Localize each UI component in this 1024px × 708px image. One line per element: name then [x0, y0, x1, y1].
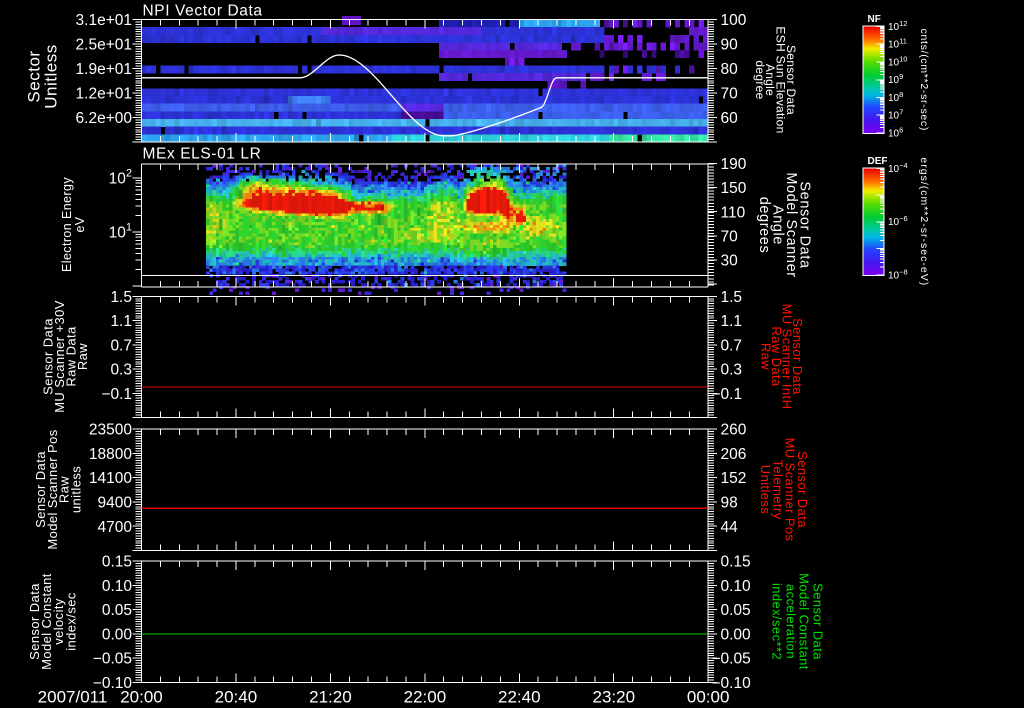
- svg-text:1.5: 1.5: [110, 289, 132, 306]
- svg-text:Sensor Data: Sensor Data: [784, 45, 798, 115]
- svg-text:0.7: 0.7: [110, 337, 132, 354]
- svg-text:60: 60: [721, 110, 739, 127]
- svg-text:20:00: 20:00: [120, 688, 163, 707]
- svg-text:Angle: Angle: [763, 64, 777, 96]
- svg-text:−0.1: −0.1: [712, 386, 743, 403]
- svg-text:0.15: 0.15: [102, 554, 132, 571]
- svg-text:100: 100: [721, 12, 747, 29]
- svg-text:Sensor Data: Sensor Data: [27, 583, 42, 660]
- svg-text:98: 98: [721, 495, 738, 512]
- svg-text:−0.05: −0.05: [93, 651, 132, 668]
- svg-text:Raw Data: Raw Data: [64, 326, 79, 387]
- svg-text:Model Constant: Model Constant: [39, 573, 54, 670]
- svg-text:Raw: Raw: [759, 343, 774, 370]
- svg-text:NPI Vector Data: NPI Vector Data: [143, 3, 263, 20]
- svg-text:velocity: velocity: [51, 598, 66, 645]
- svg-text:MEx ELS-01 LR: MEx ELS-01 LR: [143, 146, 262, 163]
- svg-text:NF: NF: [868, 14, 881, 25]
- svg-text:1.1: 1.1: [721, 313, 743, 330]
- svg-text:Sensor Data: Sensor Data: [33, 451, 48, 528]
- svg-text:ESH Sun Elevation: ESH Sun Elevation: [774, 26, 788, 133]
- svg-text:150: 150: [721, 180, 747, 197]
- svg-text:0.15: 0.15: [721, 554, 751, 571]
- svg-text:0.00: 0.00: [102, 626, 133, 643]
- svg-text:70: 70: [721, 86, 739, 103]
- svg-text:22:00: 22:00: [404, 688, 447, 707]
- svg-text:MU Scanner IntH: MU Scanner IntH: [780, 304, 795, 410]
- svg-text:0.10: 0.10: [102, 578, 133, 595]
- svg-text:206: 206: [721, 446, 747, 463]
- svg-text:Sector: Sector: [25, 50, 44, 102]
- svg-text:index/sec: index/sec: [63, 592, 78, 651]
- svg-text:Raw Data: Raw Data: [769, 326, 784, 387]
- svg-text:90: 90: [721, 37, 739, 54]
- svg-text:0.00: 0.00: [721, 626, 752, 643]
- svg-text:152: 152: [721, 470, 747, 487]
- svg-text:Sensor Data: Sensor Data: [810, 583, 825, 660]
- svg-text:0.05: 0.05: [721, 602, 751, 619]
- svg-text:1.9e+01: 1.9e+01: [76, 61, 132, 78]
- svg-text:110: 110: [721, 204, 746, 221]
- svg-text:DEF: DEF: [868, 156, 888, 167]
- svg-text:unitless: unitless: [68, 466, 83, 513]
- svg-text:Unitless: Unitless: [42, 44, 61, 108]
- svg-text:Sensor Data: Sensor Data: [797, 181, 813, 269]
- svg-text:MU Scanner +30V: MU Scanner +30V: [52, 300, 67, 413]
- svg-text:14100: 14100: [89, 470, 132, 487]
- svg-text:21:20: 21:20: [309, 688, 352, 707]
- svg-text:Angle: Angle: [770, 205, 786, 245]
- svg-text:0.05: 0.05: [102, 602, 132, 619]
- svg-text:0.7: 0.7: [721, 337, 743, 354]
- svg-text:3.1e+01: 3.1e+01: [76, 12, 132, 29]
- svg-text:30: 30: [721, 253, 739, 270]
- svg-text:acceleration: acceleration: [783, 584, 798, 659]
- svg-text:Model Scanner: Model Scanner: [783, 172, 799, 277]
- svg-text:1.2e+01: 1.2e+01: [76, 86, 132, 103]
- svg-text:0.3: 0.3: [110, 362, 132, 379]
- svg-text:23500: 23500: [89, 422, 132, 439]
- svg-text:cnts/(cm**2-sr-sec): cnts/(cm**2-sr-sec): [918, 29, 930, 132]
- svg-text:44: 44: [721, 519, 739, 536]
- svg-text:9400: 9400: [98, 495, 133, 512]
- svg-text:Sensor Data: Sensor Data: [40, 318, 55, 395]
- svg-text:2.5e+01: 2.5e+01: [76, 37, 132, 54]
- svg-text:Model Constant: Model Constant: [797, 573, 812, 670]
- svg-text:−0.1: −0.1: [101, 386, 132, 403]
- svg-text:−0.10: −0.10: [93, 675, 133, 692]
- svg-text:18800: 18800: [89, 446, 132, 463]
- svg-text:1.1: 1.1: [110, 313, 132, 330]
- svg-text:4700: 4700: [98, 519, 133, 536]
- svg-text:20:40: 20:40: [215, 688, 258, 707]
- svg-text:Sensor Data: Sensor Data: [795, 451, 810, 528]
- svg-text:Sensor Data: Sensor Data: [790, 318, 805, 395]
- svg-text:Model Scanner Pos: Model Scanner Pos: [45, 429, 60, 549]
- svg-text:70: 70: [721, 228, 739, 245]
- svg-text:260: 260: [721, 422, 747, 439]
- svg-text:−0.10: −0.10: [712, 675, 752, 692]
- svg-text:degrees: degrees: [756, 197, 772, 254]
- svg-text:23:20: 23:20: [593, 688, 636, 707]
- svg-text:degree: degree: [753, 60, 767, 99]
- svg-text:−0.05: −0.05: [712, 651, 751, 668]
- svg-text:Telemetry: Telemetry: [770, 460, 785, 520]
- svg-text:0.3: 0.3: [721, 362, 743, 379]
- svg-text:Raw: Raw: [57, 476, 72, 503]
- svg-text:0.10: 0.10: [721, 578, 752, 595]
- svg-text:Raw: Raw: [75, 343, 90, 370]
- svg-text:22:40: 22:40: [498, 688, 541, 707]
- svg-text:2007/011: 2007/011: [38, 688, 108, 707]
- svg-text:00:00: 00:00: [687, 688, 730, 707]
- svg-text:index/sec**2: index/sec**2: [770, 583, 785, 660]
- svg-text:MU Scanner Pos: MU Scanner Pos: [783, 438, 798, 542]
- svg-text:Electron Energy: Electron Energy: [60, 177, 74, 272]
- svg-text:Unitless: Unitless: [758, 465, 773, 515]
- svg-text:1.5: 1.5: [721, 289, 743, 306]
- svg-text:80: 80: [721, 61, 739, 78]
- svg-text:190: 190: [721, 156, 747, 173]
- svg-text:6.2e+00: 6.2e+00: [76, 110, 133, 127]
- svg-text:eV: eV: [73, 216, 87, 232]
- svg-text:ergs/(cm**2-sr-sec-eV): ergs/(cm**2-sr-sec-eV): [918, 157, 930, 286]
